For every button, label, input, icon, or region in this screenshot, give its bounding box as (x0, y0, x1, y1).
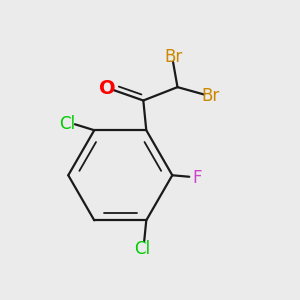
Text: Cl: Cl (59, 115, 76, 133)
Text: Cl: Cl (134, 239, 150, 257)
Text: F: F (192, 169, 202, 187)
Text: Br: Br (201, 87, 219, 105)
Text: Br: Br (164, 47, 182, 65)
Text: O: O (99, 79, 116, 98)
